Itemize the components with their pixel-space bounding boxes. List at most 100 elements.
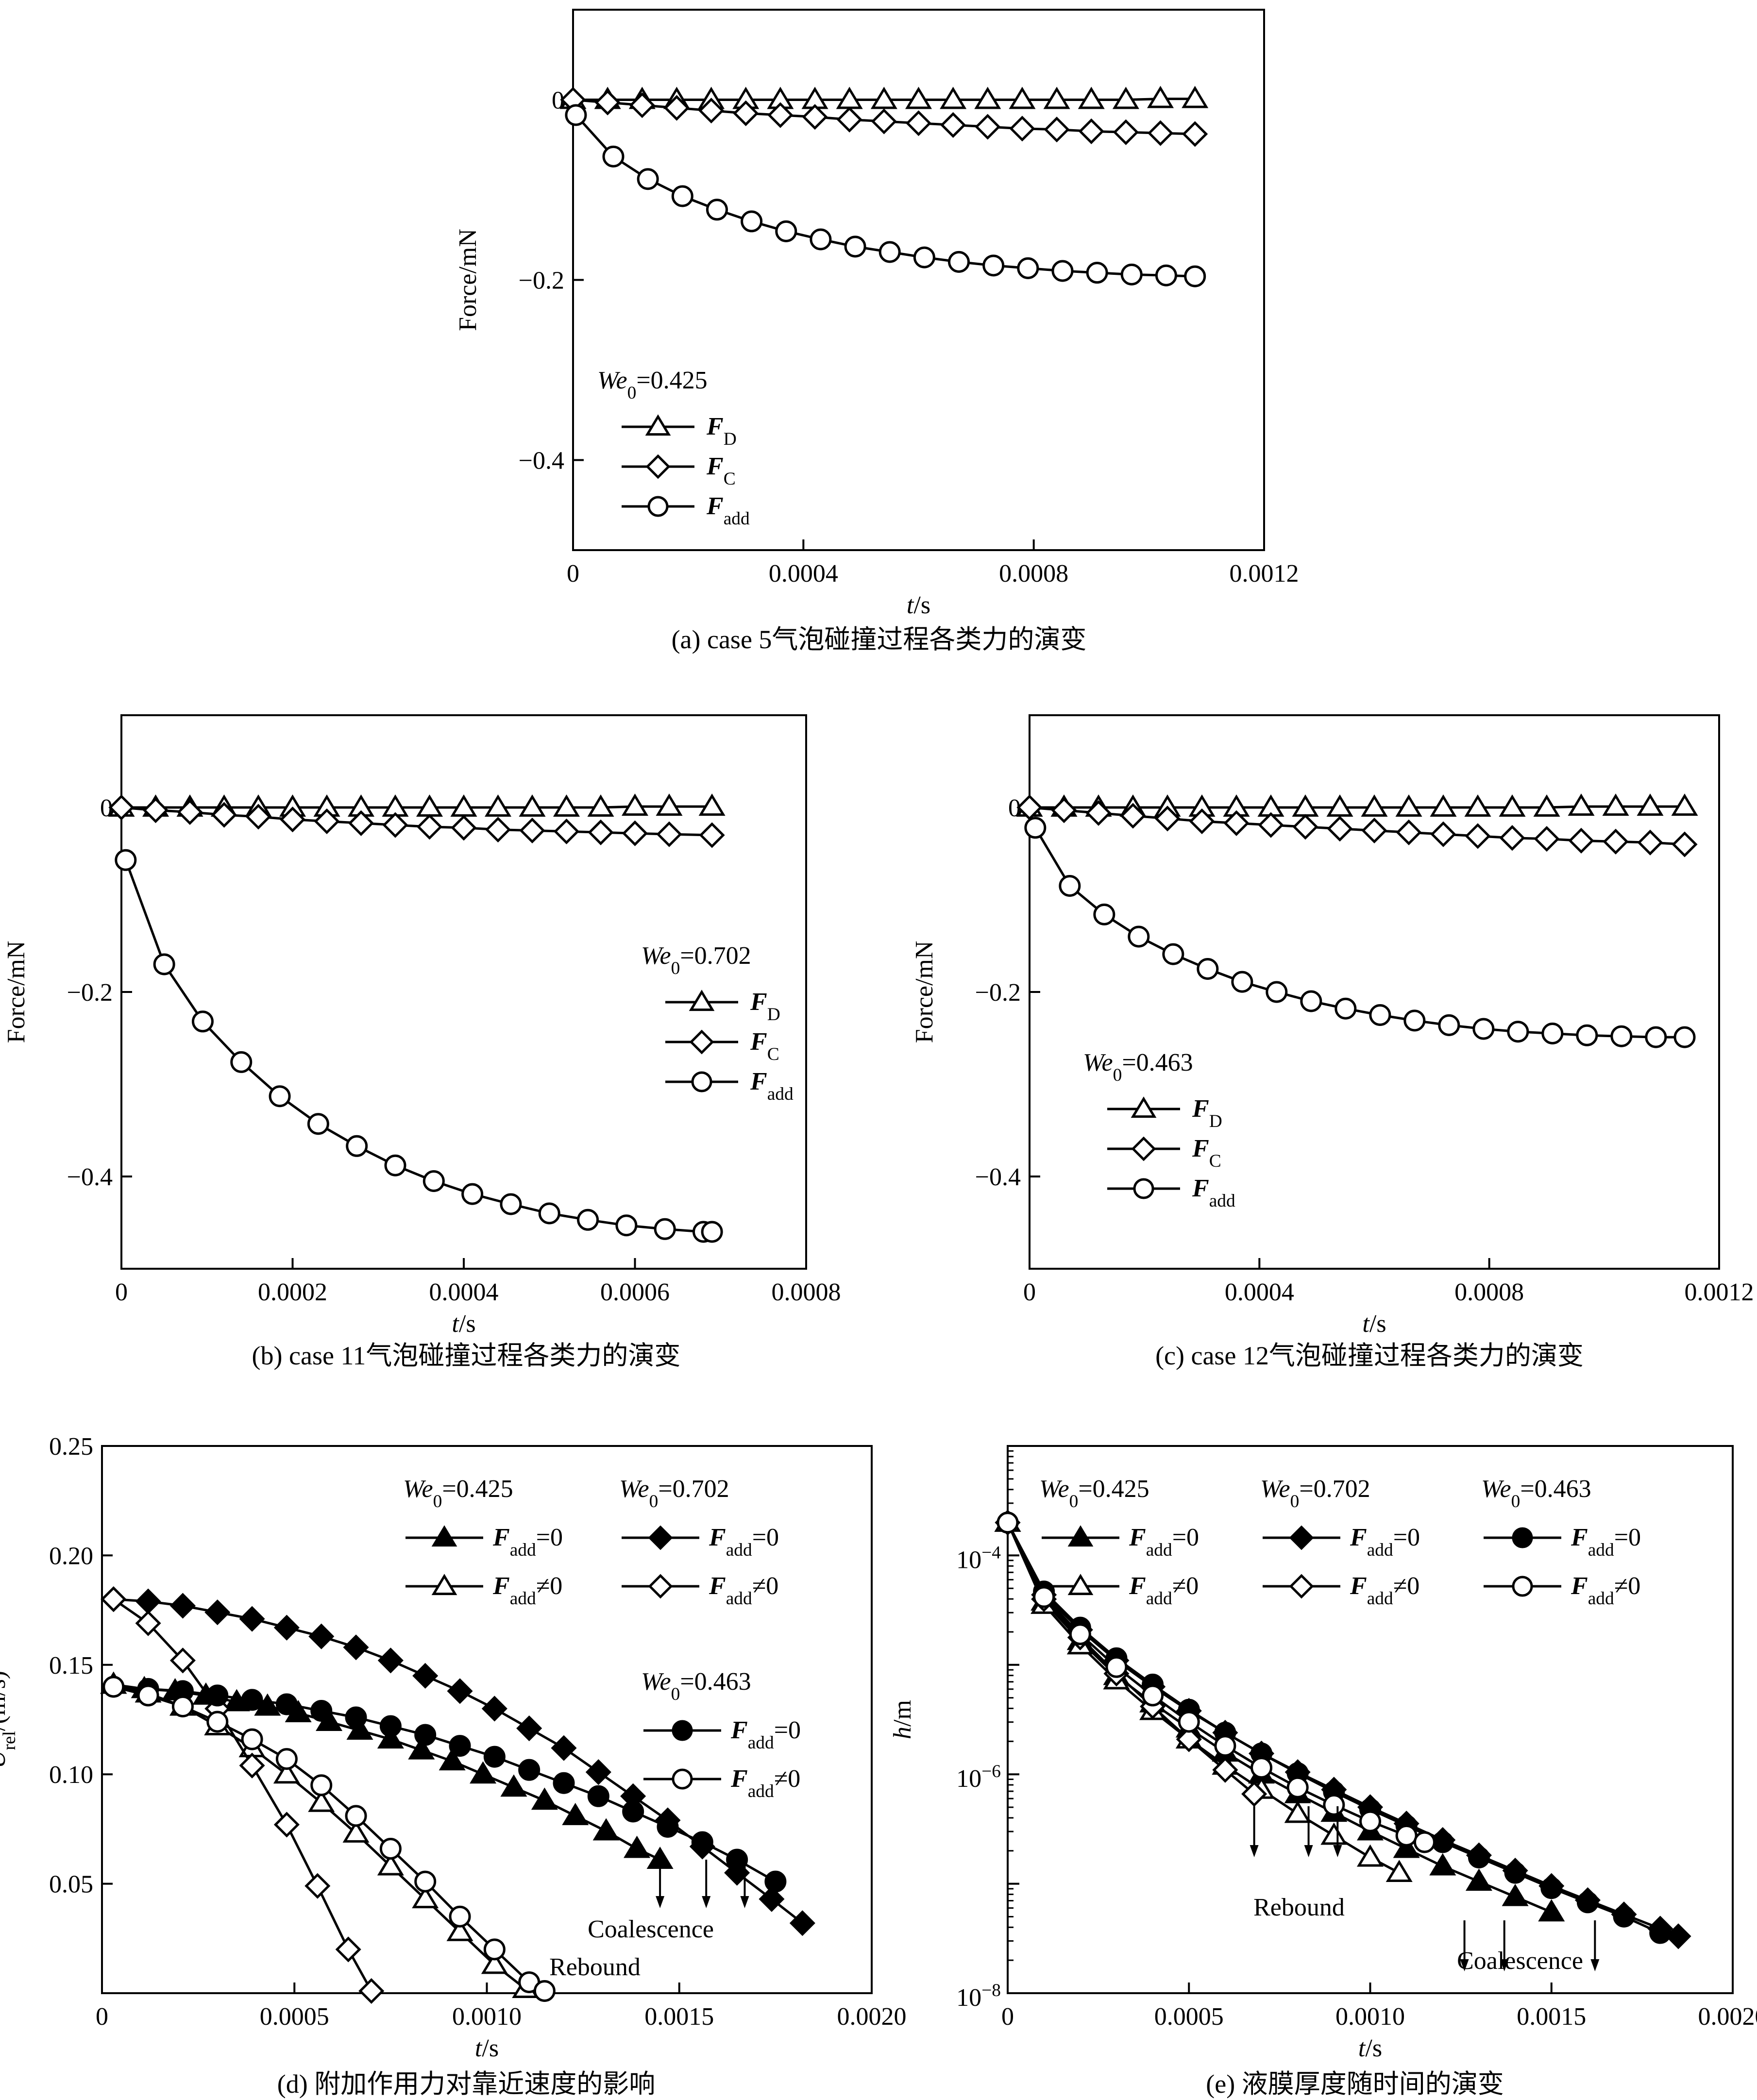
data-point [241,1689,263,1711]
data-point [377,1647,404,1674]
data-point [310,1699,333,1722]
legend-group-title: We0=0.702 [619,1475,729,1512]
data-point [1369,1004,1391,1026]
data-point [587,794,614,817]
data-point [211,802,237,828]
y-tick-label-part: 10 [956,1765,981,1793]
data-point [1645,1026,1667,1048]
data-point [1024,817,1047,839]
x-tick-label: 0.0020 [1698,2003,1757,2031]
data-point [449,1905,471,1928]
data-point [1182,121,1208,147]
legend-label-part: add [724,509,750,529]
legend-label-part: F [1192,1135,1209,1162]
annotation-arrowhead [1250,1845,1259,1857]
data-point [314,808,340,835]
data-point [1335,997,1357,1020]
data-point [577,1209,599,1231]
legend-group-title: We0=0.425 [403,1475,513,1512]
x-axis-label: t/s [907,591,930,619]
legend-marker [672,1720,693,1741]
x-tick-label: 0.0004 [1225,1278,1294,1306]
data-point [1602,793,1629,816]
y-axis-label-part: /m [889,1700,916,1727]
y-tick-label: 10−8 [956,1981,1001,2012]
x-tick-label: 0 [1023,1278,1036,1306]
x-tick-label: 0.0020 [837,2003,907,2031]
data-point [1395,1824,1418,1847]
data-point [1507,1021,1529,1043]
legend-label-part: F [1571,1524,1588,1551]
legend-marker [1512,1576,1533,1597]
data-point [775,220,797,242]
legend-label: Fadd≠0 [730,1765,800,1801]
data-point [1286,1776,1309,1798]
legend-label: Fadd [706,492,750,529]
legend-label: Fadd=0 [1571,1524,1641,1560]
legend-label-part: add [1588,1540,1614,1560]
legend-label-part: C [767,1044,779,1064]
data-point [1189,808,1215,835]
data-point [1395,794,1422,817]
series-line [1006,1522,1661,1934]
data-point [1472,1018,1495,1040]
series-line [124,859,712,1233]
legend-group-title: We0=0.702 [1260,1475,1370,1512]
data-point [1464,794,1491,817]
legend-label-part: F [1350,1572,1367,1600]
data-point [1534,826,1560,852]
legend-group-title-part: 0 [1290,1492,1300,1512]
data-point [1610,1025,1633,1047]
legend-label-part: add [726,1589,752,1609]
data-point [358,1978,385,2004]
legend-label-part: D [1209,1111,1222,1131]
legend-label-part: ≠0 [536,1572,563,1600]
y-tick-label: 0.05 [49,1871,93,1898]
legend-marker [648,1525,673,1550]
data-point [275,1693,298,1715]
data-point [621,793,649,816]
legend-marker [431,1574,457,1596]
data-point [1266,981,1288,1003]
legend-label: FD [1192,1095,1222,1131]
y-axis-label: Urel/(m/s) [0,1671,19,1768]
data-point [1637,793,1664,816]
data-point [342,1820,370,1843]
data-point [439,1748,466,1771]
y-tick-label: 0.15 [49,1652,93,1680]
data-point [905,86,932,109]
data-point [1051,797,1077,823]
data-point [346,1717,373,1740]
legend-label-part: D [724,429,737,449]
legend-group-title-part: We [1481,1475,1511,1503]
data-point [975,114,1001,140]
data-point [1184,265,1206,287]
data-point [553,794,580,817]
y-axis-label-part: U [0,1748,11,1768]
data-point [538,1202,560,1225]
data-point [169,1647,196,1674]
data-point [171,1695,194,1717]
data-point [1413,1831,1436,1853]
y-axis-label-part: /(m/s) [0,1671,11,1731]
data-point [518,1759,541,1781]
legend-label-part: add [726,1540,752,1560]
data-point [810,228,832,251]
data-point [1155,264,1177,286]
data-point [379,1837,402,1860]
legend-marker [1067,1525,1094,1547]
data-point [789,1910,815,1936]
panel-b: 0 0.0002 0.0004 0.0006 0.0008 0 −0.2 −0.4 t/s For… [2,714,841,1338]
data-point [1128,925,1150,948]
data-point [1120,263,1143,286]
legend-label-part: =0 [1614,1524,1641,1551]
data-point [1613,1905,1635,1928]
data-point [245,804,271,830]
annotation-arrowhead [1590,1959,1600,1971]
data-point [273,1812,300,1838]
legend-label-part: add [1588,1589,1614,1609]
data-point [706,199,728,221]
data-point [1432,1831,1454,1853]
series-line [121,806,712,837]
